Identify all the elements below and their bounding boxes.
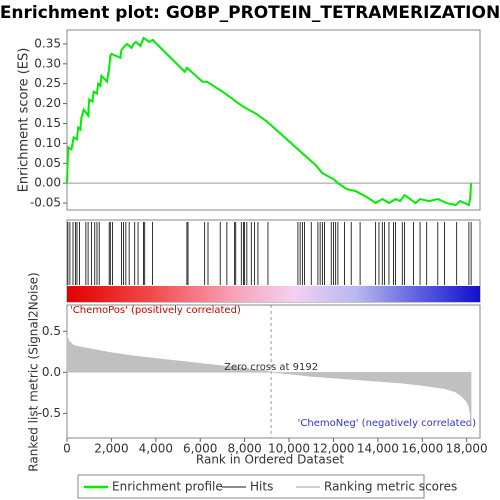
y-tick-label: 0.25 [34, 76, 61, 90]
legend [77, 474, 425, 499]
pos-label: 'ChemoPos' (positively correlated) [70, 305, 241, 316]
x-tick-label: 4,000 [139, 442, 173, 456]
y-tick-label: 0.15 [34, 116, 61, 130]
es-frame [66, 29, 481, 211]
y-tick-label: 0.5 [42, 324, 61, 338]
zero-cross-label: Zero cross at 9192 [224, 362, 318, 373]
x-tick-label: 0 [63, 442, 71, 456]
rank-color-bar [67, 286, 480, 302]
y-axis-label: Ranked list metric (Signal2Noise) [27, 272, 41, 471]
x-tick-label: 18,000 [446, 442, 488, 456]
y-tick-label: -0.5 [38, 406, 61, 420]
metric-area [66, 335, 472, 426]
y-tick-label: 0.0 [42, 365, 61, 379]
y-tick-label: 0.10 [34, 136, 61, 150]
x-tick-label: 10,000 [268, 442, 310, 456]
x-tick-label: 14,000 [357, 442, 399, 456]
x-tick-label: 6,000 [183, 442, 217, 456]
y-tick-label: 0.35 [34, 36, 61, 50]
x-axis-label: Rank in Ordered Dataset [196, 453, 344, 467]
y-axis-label: Enrichment score (ES) [17, 48, 32, 193]
y-tick-label: 0.30 [34, 56, 61, 70]
legend-label: Enrichment profile [112, 480, 223, 494]
y-tick-label: 0.00 [34, 176, 61, 190]
x-tick-label: 8,000 [227, 442, 261, 456]
legend-label: Ranking metric scores [324, 480, 457, 494]
neg-label: 'ChemoNeg' (negatively correlated) [298, 418, 476, 429]
x-tick-label: 12,000 [312, 442, 354, 456]
chart-title: Enrichment plot: GOBP_PROTEIN_TETRAMERIZ… [0, 3, 500, 23]
legend-label: Hits [250, 480, 273, 494]
x-tick-label: 2,000 [94, 442, 128, 456]
y-tick-label: 0.05 [34, 156, 61, 170]
y-tick-label: 0.20 [34, 96, 61, 110]
y-tick-label: -0.05 [30, 196, 61, 210]
x-tick-label: 16,000 [401, 442, 443, 456]
es-curve [66, 36, 473, 207]
